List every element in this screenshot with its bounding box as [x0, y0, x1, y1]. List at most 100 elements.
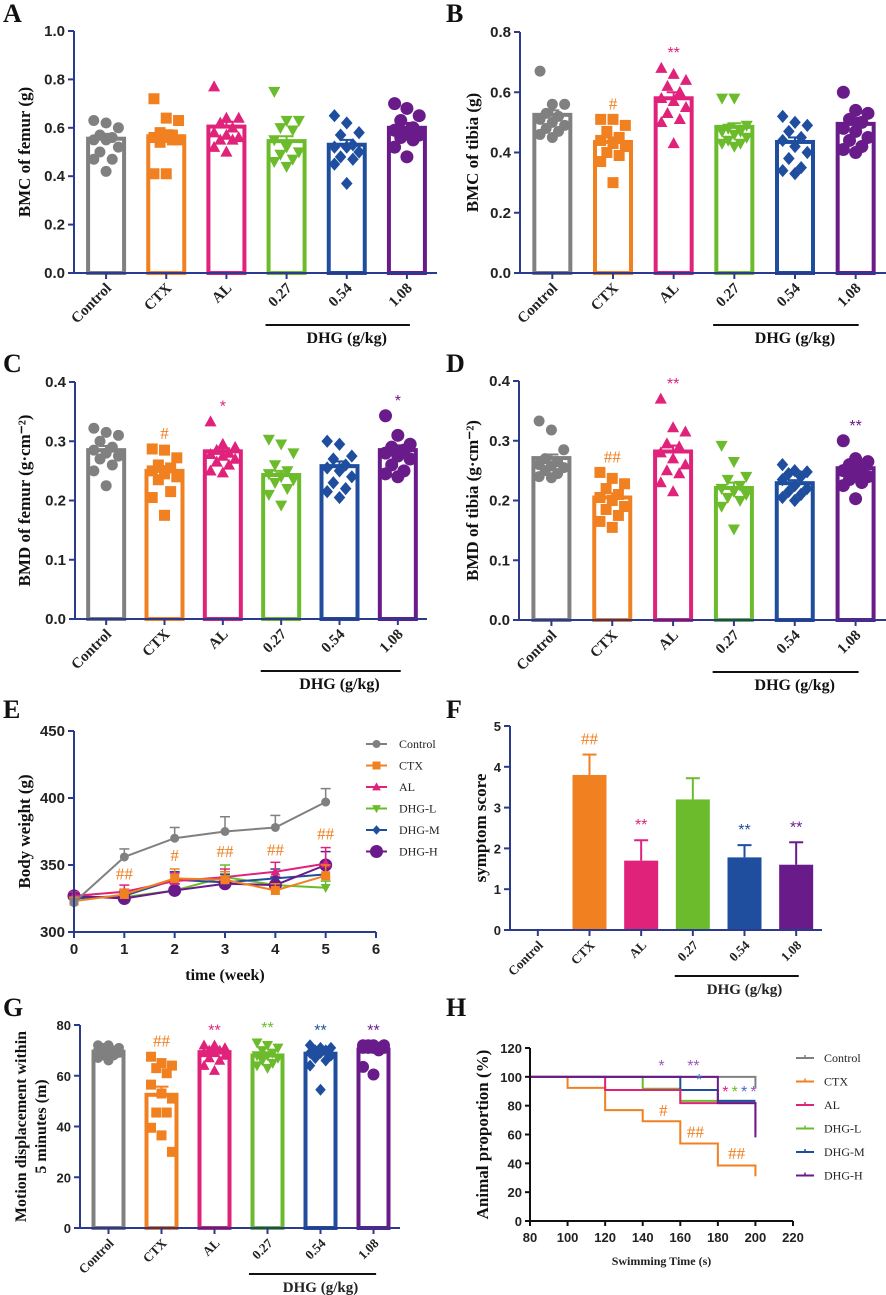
significance-label: **: [667, 376, 679, 393]
data-point: [379, 409, 393, 423]
data-point: [100, 480, 112, 492]
data-point: [372, 825, 381, 835]
y-tick-label: 0.3: [489, 433, 510, 450]
data-point: [660, 437, 673, 449]
significance-label: #: [659, 1101, 668, 1120]
data-point: [715, 126, 729, 138]
data-point: [346, 449, 358, 463]
data-point: [165, 462, 177, 474]
legend-entry: Control: [824, 1051, 861, 1065]
y-tick-label: 0.2: [44, 217, 65, 234]
data-point: [216, 437, 229, 449]
data-point: [220, 111, 233, 123]
data-point: [412, 109, 426, 123]
data-point: [340, 140, 353, 154]
legend-entry: Control: [399, 737, 436, 751]
data-point: [728, 129, 741, 141]
data-point: [740, 132, 753, 144]
y-tick-label: 1.0: [44, 23, 65, 40]
significance-label: **: [790, 819, 802, 836]
data-point: [198, 1059, 210, 1070]
data-point: [222, 458, 236, 470]
x-tick-label: 0.27: [674, 937, 701, 964]
data-point: [788, 493, 801, 508]
panel-label: F: [446, 695, 462, 724]
data-point: [268, 478, 282, 490]
group-label: DHG (g/kg): [299, 676, 379, 693]
y-tick-label: 0.6: [490, 84, 511, 101]
data-point: [667, 137, 680, 149]
y-axis-label: BMD of femur (g·cm⁻²): [15, 415, 34, 587]
data-point: [776, 472, 789, 487]
data-point: [339, 482, 352, 496]
data-point: [94, 146, 106, 158]
data-point: [347, 152, 359, 166]
data-point: [93, 1052, 104, 1063]
data-point: [600, 483, 612, 495]
data-point: [379, 467, 393, 481]
significance-label: **: [314, 1022, 326, 1039]
data-point: [209, 1039, 220, 1050]
x-tick-label: 0.54: [774, 627, 804, 657]
data-point: [280, 142, 293, 154]
y-tick-label: 0.8: [44, 71, 65, 88]
data-point: [171, 471, 183, 483]
data-point: [776, 458, 789, 472]
data-point: [210, 455, 223, 467]
data-point: [146, 492, 158, 504]
y-tick-label: 20: [508, 1185, 522, 1200]
data-point: [152, 474, 164, 486]
data-point: [232, 111, 245, 123]
data-point: [722, 123, 735, 135]
bar: [779, 864, 814, 930]
data-point: [619, 119, 631, 131]
legend-entry: DHG-H: [399, 845, 438, 859]
significance-label: **: [687, 1058, 699, 1075]
bar: [250, 1053, 285, 1230]
y-tick-label: 0.3: [45, 433, 66, 450]
data-point: [156, 1058, 167, 1069]
data-point: [558, 444, 570, 456]
data-point: [170, 833, 180, 843]
y-tick-label: 1: [494, 882, 501, 897]
data-point: [721, 492, 734, 504]
data-point: [619, 478, 631, 490]
data-point: [722, 135, 735, 147]
bar: [727, 857, 762, 930]
y-tick-label: 120: [500, 1041, 522, 1056]
data-point: [270, 885, 280, 895]
x-tick-label: 0: [70, 941, 78, 958]
x-axis-label: time (week): [185, 967, 265, 984]
data-point: [534, 128, 546, 140]
y-tick-label: 0.1: [45, 552, 66, 569]
data-point: [251, 1061, 263, 1072]
data-point: [146, 1079, 157, 1090]
x-tick-label: Control: [514, 628, 560, 674]
survival-curve: [530, 1075, 757, 1138]
data-point: [727, 524, 740, 536]
data-point: [655, 91, 668, 103]
data-point: [353, 126, 365, 140]
y-tick-label: 0.2: [45, 493, 66, 510]
x-tick-label: 1.08: [835, 281, 865, 311]
y-tick-label: 0.8: [490, 24, 511, 41]
significance-label: ##: [153, 1032, 171, 1051]
bar: [775, 139, 815, 275]
data-point: [274, 149, 287, 161]
bar: [197, 1050, 232, 1230]
x-tick-label: CTX: [141, 280, 175, 314]
data-point: [612, 509, 624, 521]
data-point: [216, 466, 229, 478]
data-point: [836, 434, 850, 448]
data-point: [715, 138, 729, 150]
data-point: [222, 446, 236, 458]
data-point: [400, 101, 414, 115]
data-point: [679, 425, 692, 437]
x-tick-label: 120: [594, 1230, 616, 1245]
data-point: [154, 136, 166, 148]
data-point: [204, 415, 217, 427]
data-point: [734, 480, 747, 492]
data-point: [286, 154, 299, 166]
data-point: [667, 452, 680, 464]
